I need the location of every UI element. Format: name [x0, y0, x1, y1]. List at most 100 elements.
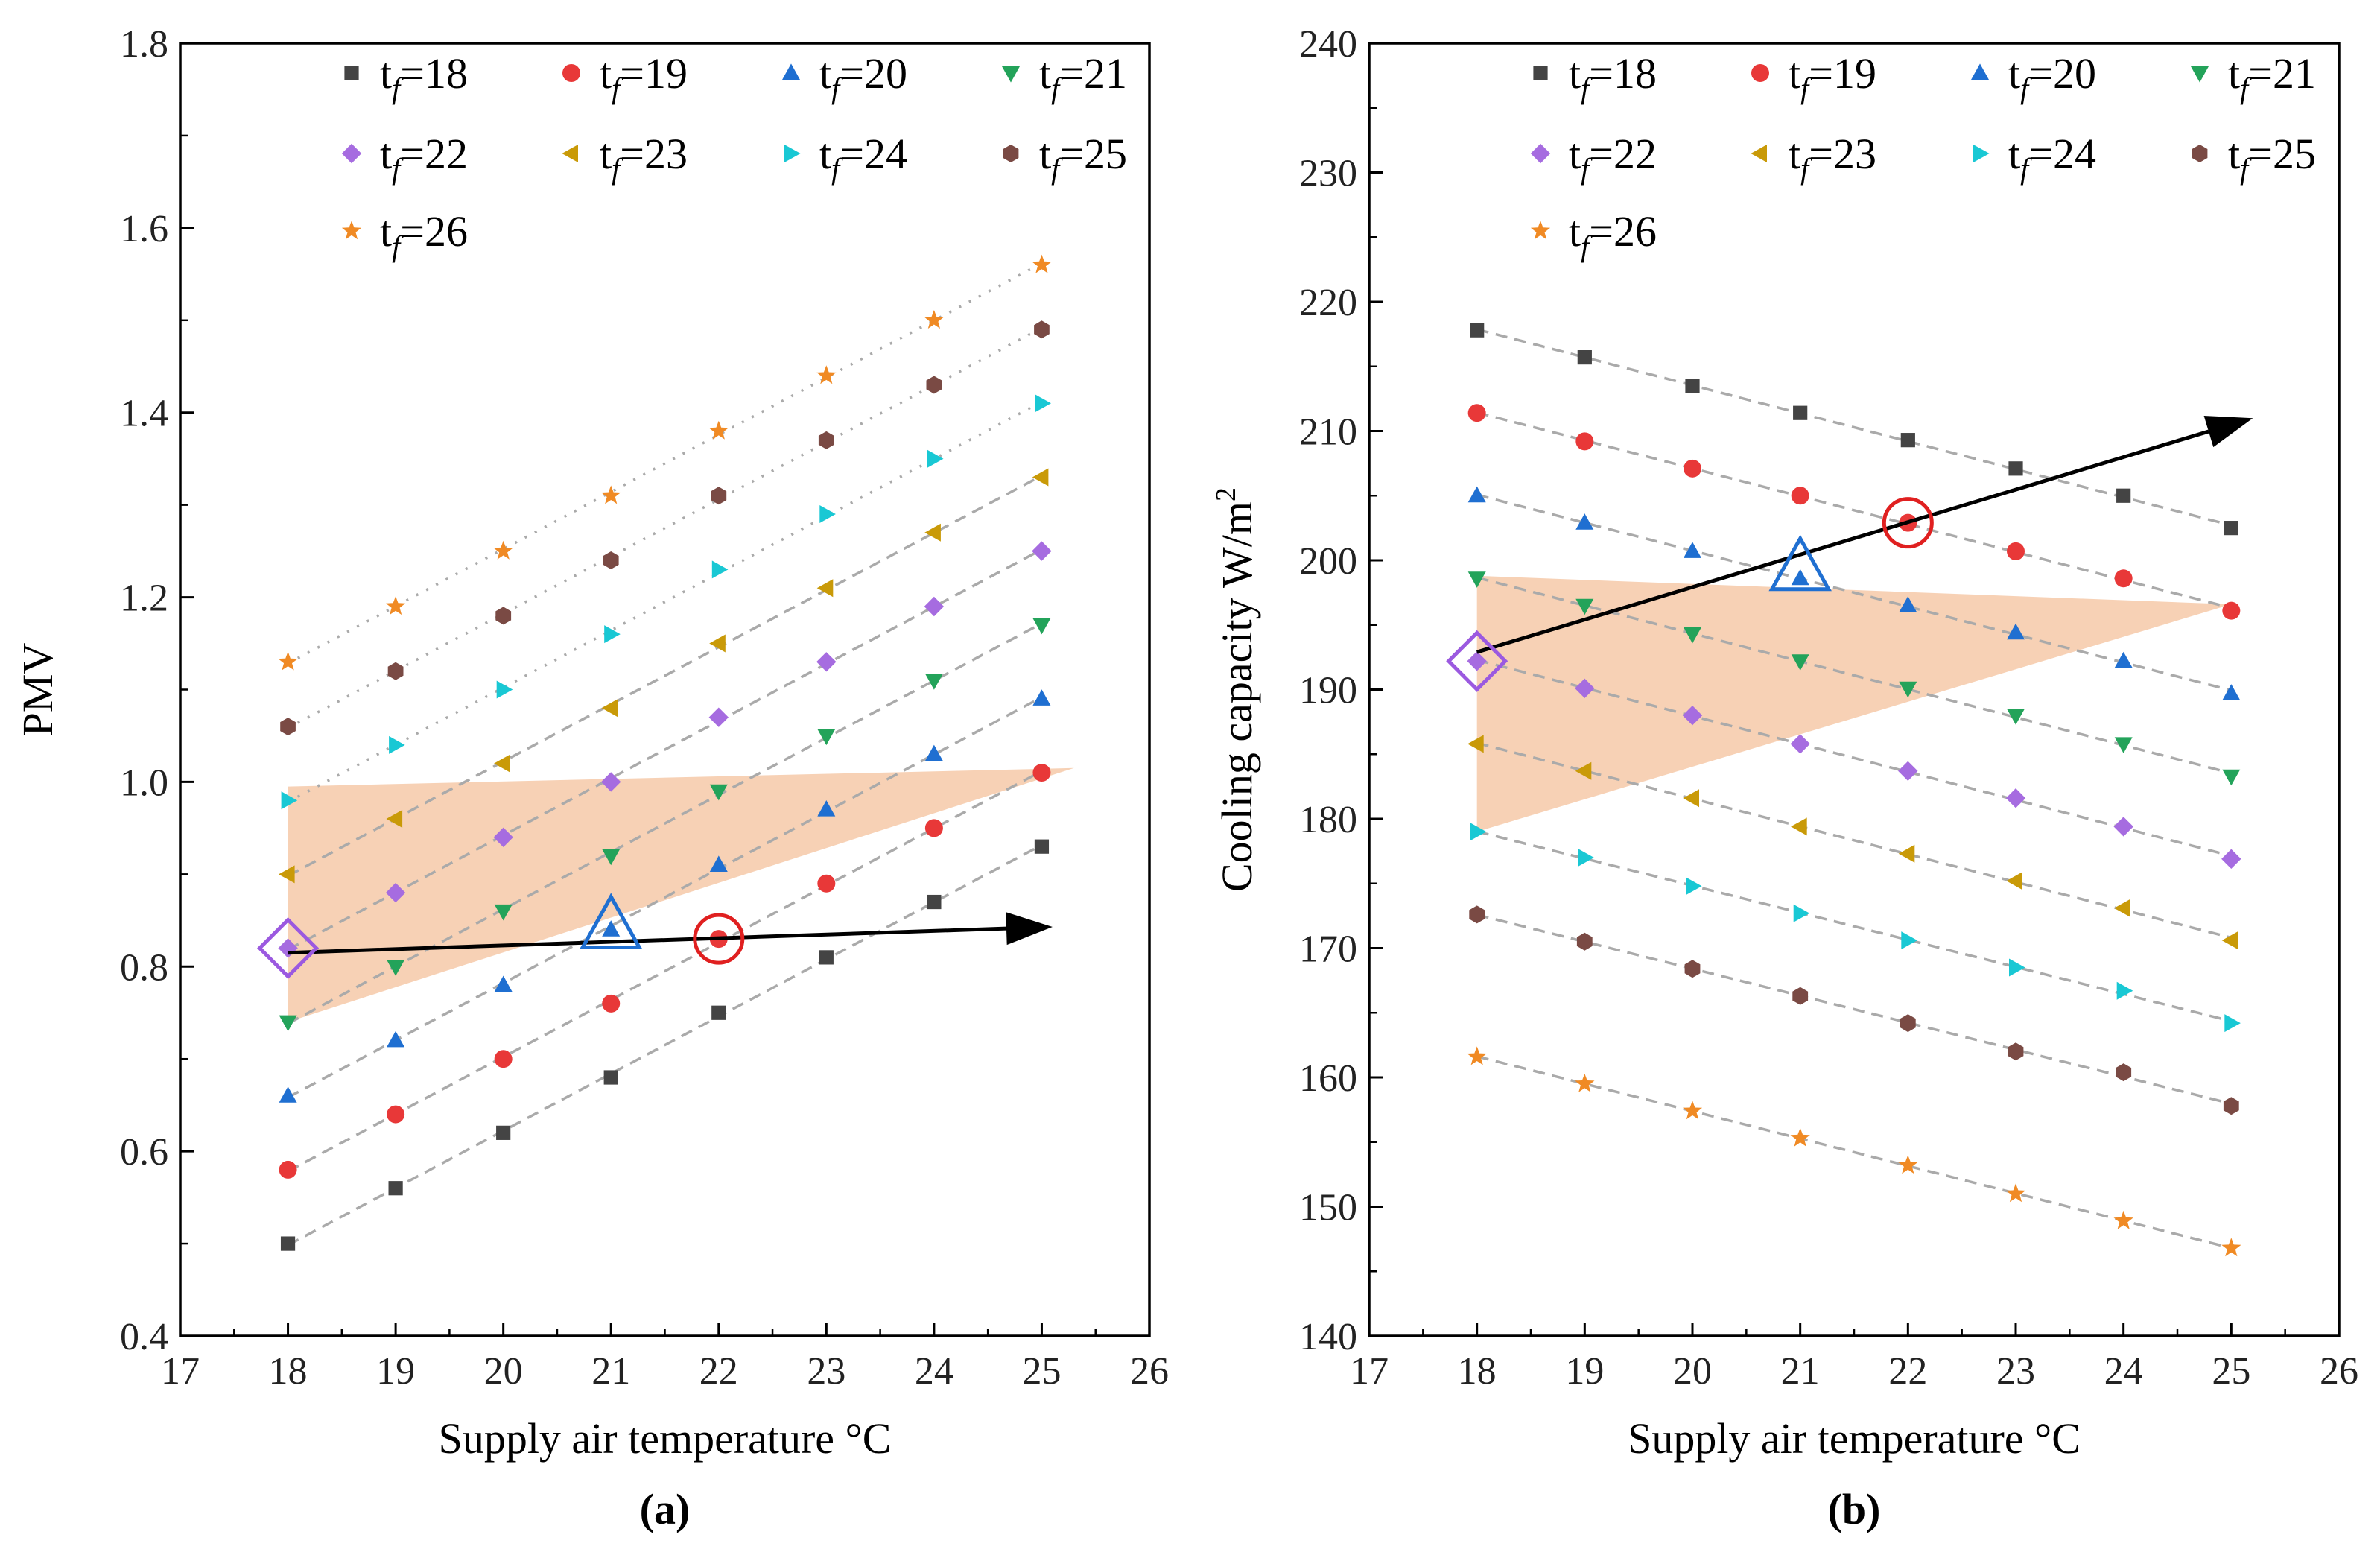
panel-b-ytick-label: 170 — [1299, 928, 1357, 971]
panel-a-y-axis-label: PMV — [13, 643, 62, 737]
panel-a-ytick-label: 1.0 — [120, 761, 168, 804]
legend-separator: = — [840, 130, 864, 178]
panel-b-fit-line-24 — [1476, 830, 2232, 1023]
panel-a-point-26-20 — [493, 540, 513, 560]
panel-b-legend-value: 25 — [2273, 130, 2316, 178]
panel-b-legend-marker-19 — [1751, 64, 1769, 82]
panel-a-point-26-24 — [924, 310, 944, 329]
panel-b-point-26-24 — [2113, 1210, 2133, 1229]
panel-b-point-18-21 — [1793, 405, 1808, 420]
panel-b-point-22-19 — [1575, 678, 1595, 698]
legend-prefix: t — [1569, 207, 1581, 256]
panel-b-point-20-20 — [1684, 542, 1701, 558]
chart-panel-a: 17 18 19 20 21 22 23 24 25 26 0.4 0.6 0.8 1.0 1.2 1.4 1.… — [13, 23, 1169, 1533]
panel-a-point-24-25 — [1035, 394, 1051, 413]
panel-a-point-18-24 — [927, 894, 942, 910]
panel-b-fit-line-19 — [1476, 411, 2232, 609]
panel-b-highlight-triangle — [1768, 534, 1832, 592]
panel-a-fit-line-23 — [287, 474, 1043, 877]
panel-a-point-22-21 — [601, 772, 621, 792]
panel-a-legend-marker-20 — [782, 63, 800, 80]
panel-a-point-25-23 — [818, 431, 834, 449]
panel-a-point-21-25 — [1032, 618, 1051, 635]
legend-prefix: t — [600, 130, 612, 178]
panel-b-legend-entry-24: tf=24 — [2008, 130, 2096, 186]
panel-b-y-axis-label-text: Cooling capacity W/m — [1213, 501, 1261, 892]
panel-b-ytick-label: 240 — [1299, 23, 1357, 66]
panel-b-legend-marker-25 — [2192, 145, 2208, 162]
legend-separator: = — [1589, 130, 1613, 178]
panel-b-fit-line-18 — [1476, 328, 2232, 527]
panel-b-point-25-24 — [2116, 1063, 2132, 1082]
panel-a-point-20-22 — [709, 855, 728, 872]
panel-a-point-21-22 — [709, 784, 728, 801]
panel-a-point-21-19 — [387, 960, 405, 976]
panel-a-point-19-25 — [1032, 764, 1051, 782]
legend-prefix: t — [1789, 49, 1800, 98]
panel-a-point-23-23 — [816, 579, 834, 598]
panel-a-legend-value: 26 — [425, 207, 468, 256]
panel-a-point-18-21 — [603, 1070, 618, 1085]
panel-b-legend: tf=18 tf=19 tf=20 tf=21 tf=22 tf=23 tf=24 tf=25… — [1530, 49, 2316, 263]
legend-prefix: t — [2008, 130, 2020, 178]
panel-b-point-24-22 — [1901, 931, 1917, 950]
panel-a-ytick-label: 1.2 — [120, 577, 168, 620]
panel-a-legend-value: 24 — [864, 130, 907, 178]
panel-a-xtick-label: 26 — [1130, 1350, 1169, 1393]
panel-b-point-19-24 — [2114, 569, 2133, 588]
panel-a-point-23-21 — [601, 699, 618, 718]
panel-b-point-22-20 — [1682, 706, 1703, 726]
panel-a-xtick-label: 17 — [161, 1350, 200, 1393]
panel-a-point-25-24 — [926, 376, 942, 394]
panel-a-xtick-label: 20 — [484, 1350, 523, 1393]
panel-b-xtick-label: 24 — [2104, 1350, 2143, 1393]
panel-a-point-20-21 — [602, 920, 621, 937]
panel-b-point-20-19 — [1575, 513, 1594, 530]
panel-b-legend-value: 23 — [1833, 130, 1876, 178]
panel-a-legend-marker-23 — [562, 145, 578, 162]
panel-a-point-24-21 — [604, 625, 621, 644]
panel-b-legend-value: 18 — [1613, 49, 1657, 98]
panel-b-xtick-label: 26 — [2320, 1350, 2358, 1393]
panel-a-point-22-24 — [924, 596, 945, 617]
legend-separator: = — [1809, 130, 1833, 178]
panel-b-point-19-18 — [1467, 404, 1486, 422]
panel-b-legend-value: 26 — [1613, 207, 1657, 256]
panel-a-point-22-23 — [816, 652, 837, 672]
panel-a-legend-value: 23 — [644, 130, 688, 178]
legend-prefix: t — [2008, 49, 2020, 98]
panel-b-point-25-23 — [2008, 1042, 2024, 1061]
legend-separator: = — [2248, 49, 2273, 98]
panel-b-legend-marker-23 — [1751, 145, 1767, 162]
panel-b-highlight-circle — [1882, 497, 1934, 549]
panel-a-legend-entry-20: tf=20 — [819, 49, 907, 105]
panel-b-legend-entry-23: tf=23 — [1789, 130, 1876, 186]
panel-a-xtick-label: 22 — [699, 1350, 738, 1393]
panel-a-point-18-22 — [711, 1005, 726, 1020]
panel-b-point-20-21 — [1791, 569, 1809, 586]
panel-a-point-19-20 — [494, 1050, 513, 1068]
legend-prefix: t — [1569, 130, 1581, 178]
panel-b-point-21-25 — [2222, 769, 2241, 786]
panel-a-point-18-20 — [496, 1125, 511, 1140]
panel-b-point-24-21 — [1793, 904, 1810, 922]
panel-a-point-20-23 — [817, 800, 836, 817]
panel-b-point-20-25 — [2222, 684, 2241, 700]
panel-b-point-26-22 — [1898, 1155, 1918, 1174]
panel-a-fit-line-26 — [287, 262, 1043, 665]
panel-a-point-22-22 — [708, 707, 729, 727]
panel-b-legend-value: 19 — [1833, 49, 1876, 98]
panel-a-point-23-24 — [924, 523, 941, 542]
panel-b-point-22-22 — [1898, 761, 1918, 781]
legend-separator: = — [400, 207, 425, 256]
panel-b-ytick-label: 190 — [1299, 670, 1357, 712]
legend-separator: = — [2028, 130, 2053, 178]
panel-b-point-25-20 — [1684, 960, 1701, 978]
panel-a-xtick-label: 24 — [915, 1350, 953, 1393]
panel-a-xtick-label: 19 — [376, 1350, 415, 1393]
panel-a-point-20-24 — [924, 744, 943, 761]
legend-separator: = — [1809, 49, 1833, 98]
panel-a-point-20-19 — [387, 1030, 405, 1048]
panel-b-point-25-21 — [1792, 987, 1809, 1005]
panel-b-legend-value: 22 — [1613, 130, 1657, 178]
